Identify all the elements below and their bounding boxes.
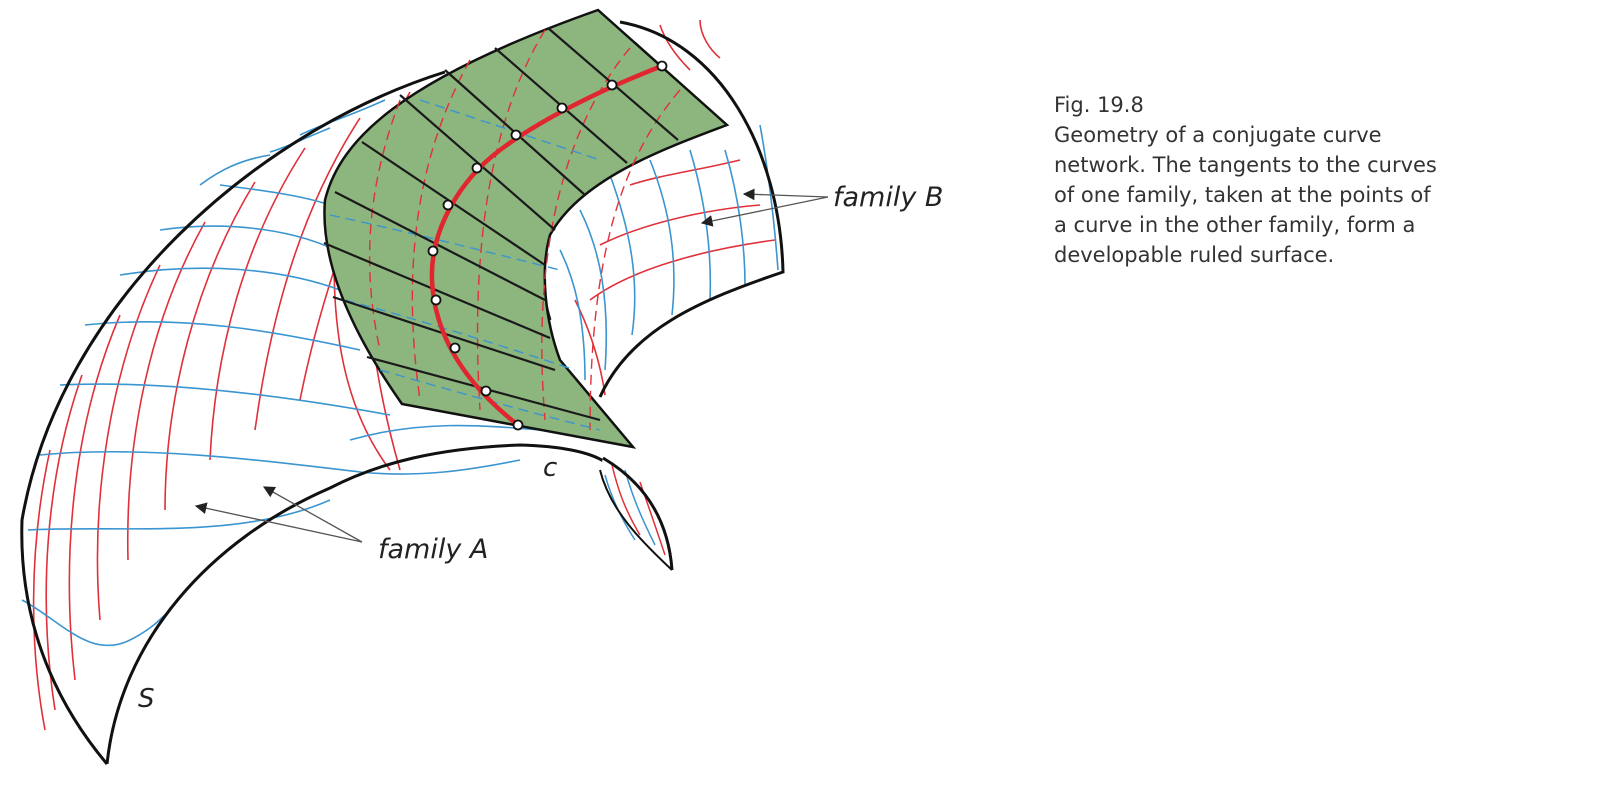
caption-line: a curve in the other family, form a	[1054, 213, 1416, 237]
curve-point	[606, 79, 618, 91]
figure-caption: Fig. 19.8 Geometry of a conjugate curve …	[1054, 90, 1554, 270]
family-a-red-lines-right	[574, 19, 776, 396]
curve-point	[656, 60, 668, 72]
surface-s-right-outline	[598, 20, 785, 398]
arrow-family-a-1	[194, 502, 363, 543]
arrow-family-a-2	[262, 486, 363, 543]
caption-line: of one family, taken at the points of	[1054, 183, 1431, 207]
arrow-family-b-1	[742, 188, 829, 201]
curve-point	[510, 129, 522, 141]
caption-line: developable ruled surface.	[1054, 243, 1335, 267]
curve-point	[556, 102, 568, 114]
ruling-line	[334, 191, 546, 301]
label-curve-c: c	[543, 453, 557, 483]
surface-s-flap	[599, 456, 674, 571]
curve-point	[471, 162, 483, 174]
label-family-b: family B	[833, 182, 943, 213]
curve-point	[442, 199, 454, 211]
curve-point	[430, 294, 442, 306]
curve-point	[427, 245, 439, 257]
ruling-line	[399, 94, 556, 231]
developable-ruled-surface	[323, 8, 730, 449]
ruled-surface-fill	[323, 8, 730, 449]
curve-c-points	[427, 60, 668, 431]
leader-arrows	[194, 188, 829, 543]
caption-line: Geometry of a conjugate curve	[1054, 123, 1382, 147]
caption-line: network. The tangents to the curves	[1054, 153, 1437, 177]
curve-point	[512, 419, 524, 431]
ruling-line	[323, 241, 551, 340]
label-family-a: family A	[378, 534, 488, 565]
arrow-family-b-2	[700, 196, 829, 227]
caption-number: Fig. 19.8	[1054, 93, 1144, 117]
surface-s-lower-edge	[105, 443, 606, 765]
label-surface-s: S	[138, 684, 155, 714]
surface-s-left-outline	[20, 70, 446, 765]
surface-s-right-sheet	[540, 19, 785, 398]
curve-point	[480, 385, 492, 397]
curve-point	[449, 342, 461, 354]
